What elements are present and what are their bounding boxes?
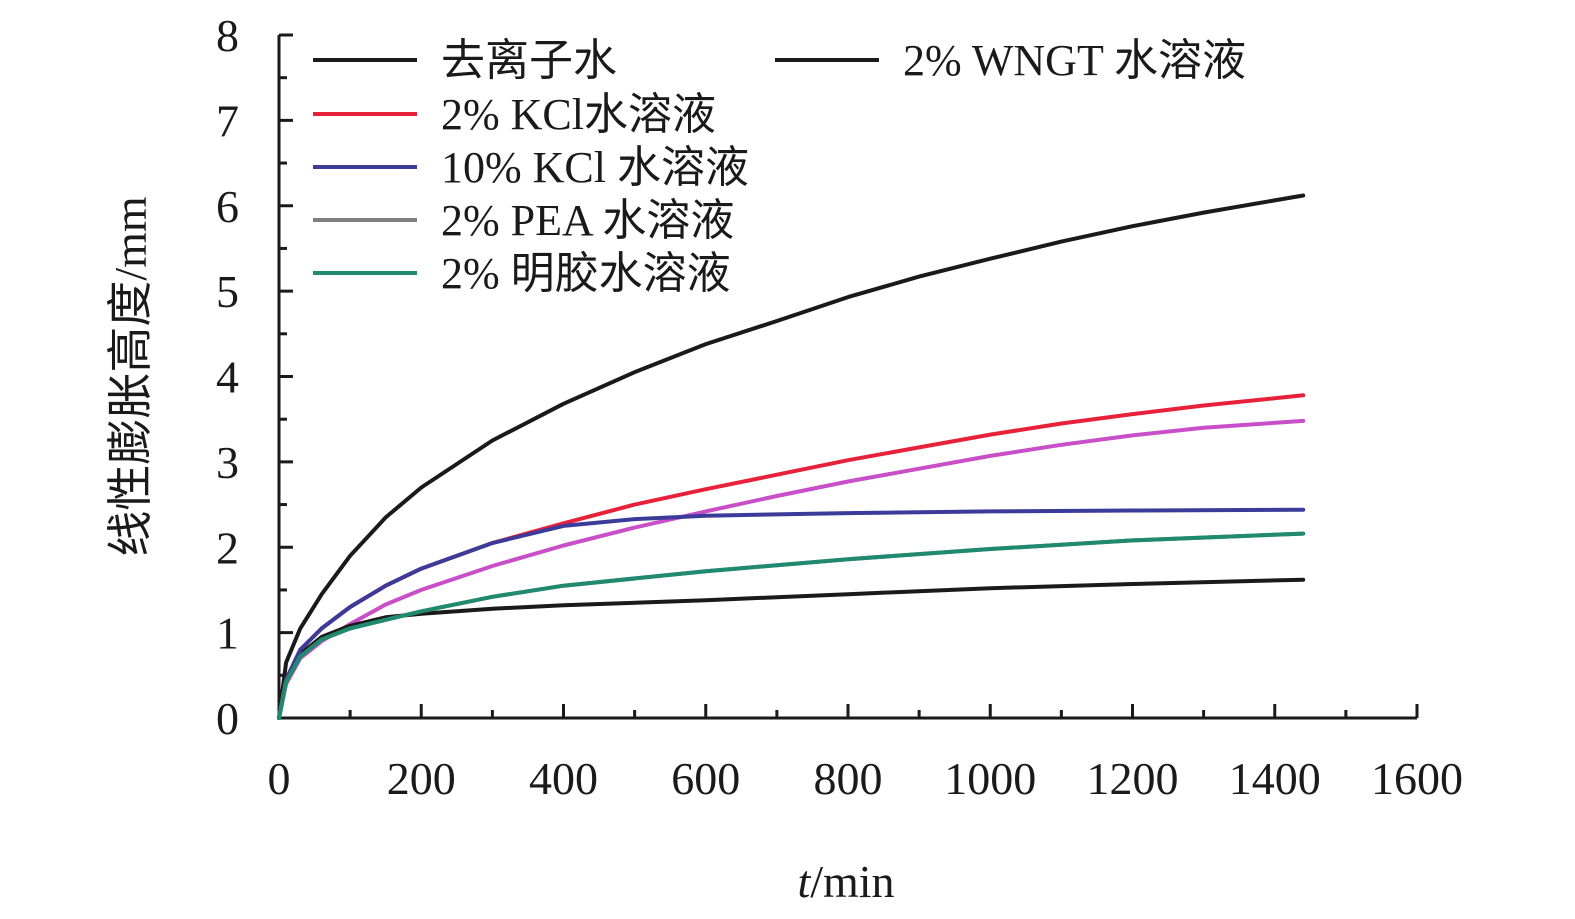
- series-line-2: [277, 393, 1306, 720]
- y-tick-label: 6: [216, 181, 239, 232]
- y-tick-label: 3: [216, 437, 239, 488]
- series-line-unlabeled-0: [277, 418, 1306, 720]
- y-axis-title: 线性膨胀高度/mm: [105, 196, 156, 557]
- y-tick-label: 8: [216, 10, 239, 61]
- y-tick-label: 1: [216, 608, 239, 659]
- x-tick-label: 800: [814, 753, 883, 804]
- x-tick-label: 0: [268, 753, 291, 804]
- legend-label: 2% PEA 水溶液: [441, 196, 734, 245]
- x-tick-label: 600: [671, 753, 740, 804]
- series-line-1: [277, 577, 1306, 720]
- y-tick-label: 0: [216, 693, 239, 744]
- legend-label: 2% 明胶水溶液: [441, 249, 731, 298]
- legend-label: 2% WNGT 水溶液: [903, 36, 1246, 85]
- series-line-5: [277, 531, 1306, 720]
- legend-label: 去离子水: [441, 36, 617, 85]
- x-axis-title: t/min: [797, 856, 894, 907]
- x-tick-label: 200: [387, 753, 456, 804]
- x-tick-label: 400: [529, 753, 598, 804]
- y-tick-label: 4: [216, 352, 239, 403]
- y-tick-label: 7: [216, 95, 239, 146]
- legend-label: 10% KCl 水溶液: [441, 143, 749, 192]
- series-line-0: [277, 193, 1306, 720]
- series-line-3: [277, 507, 1306, 720]
- x-axis-title-unit: /min: [810, 856, 894, 907]
- series-line-4: [277, 531, 1306, 720]
- y-tick-label: 2: [216, 522, 239, 573]
- x-tick-label: 1000: [944, 753, 1036, 804]
- x-tick-label: 1600: [1371, 753, 1463, 804]
- y-tick-label: 5: [216, 266, 239, 317]
- x-tick-label: 1200: [1087, 753, 1179, 804]
- legend-label: 2% KCl水溶液: [441, 90, 716, 139]
- axes: 0 200 400 600 800 1000 1200 1400 1600 0 1 2 3 4 5 6 7 8: [216, 10, 1463, 804]
- x-axis-title-variable: t: [797, 856, 811, 907]
- series-lines: [277, 193, 1306, 720]
- x-tick-label: 1400: [1229, 753, 1321, 804]
